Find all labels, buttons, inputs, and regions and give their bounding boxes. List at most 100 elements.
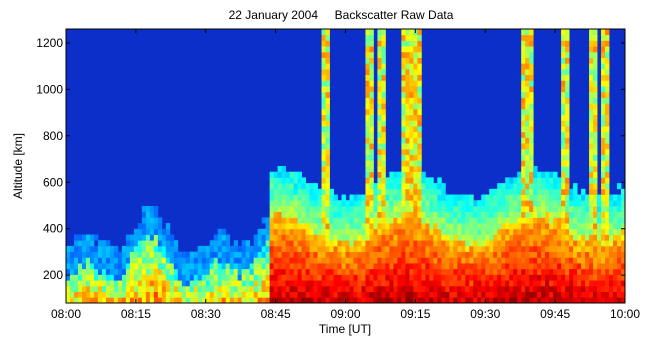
heatmap-cell <box>153 280 159 287</box>
heatmap-cell <box>569 188 574 195</box>
heatmap-cell <box>373 217 378 224</box>
heatmap-cell <box>321 217 326 224</box>
heatmap-cell <box>473 285 478 292</box>
heatmap-cell <box>377 183 382 190</box>
heatmap-cell <box>561 268 566 275</box>
heatmap-cell <box>317 251 322 258</box>
heatmap-cell <box>229 245 235 253</box>
heatmap-cell <box>237 263 243 270</box>
heatmap-cell <box>437 200 442 207</box>
heatmap-cell <box>461 217 466 224</box>
heatmap-cell <box>225 274 231 281</box>
heatmap-cell <box>321 177 326 184</box>
heatmap-cell <box>401 251 406 258</box>
heatmap-cell <box>545 205 550 213</box>
heatmap-cell <box>357 291 362 298</box>
heatmap-cell <box>177 274 183 281</box>
heatmap-cell <box>173 263 179 270</box>
heatmap-cell <box>185 280 191 287</box>
heatmap-cell <box>373 280 378 287</box>
heatmap-cell <box>529 211 534 218</box>
heatmap-cell <box>309 251 314 258</box>
heatmap-cell <box>477 291 482 298</box>
heatmap-cell <box>557 177 562 184</box>
heatmap-cell <box>345 234 350 241</box>
heatmap-cell <box>129 263 135 270</box>
heatmap-cell <box>413 183 418 190</box>
heatmap-cell <box>529 97 534 104</box>
heatmap-cell <box>369 245 374 253</box>
heatmap-cell <box>613 200 618 207</box>
heatmap-cell <box>153 245 159 253</box>
heatmap-cell <box>217 274 223 281</box>
heatmap-cell <box>513 240 518 247</box>
heatmap-cell <box>281 280 286 287</box>
heatmap-cell <box>545 200 550 207</box>
heatmap-cell <box>273 263 279 270</box>
heatmap-cell <box>277 188 283 195</box>
heatmap-cell <box>617 274 622 281</box>
heatmap-cell <box>325 188 330 195</box>
heatmap-cell <box>325 86 330 93</box>
heatmap-cell <box>281 188 286 195</box>
heatmap-cell <box>621 223 626 230</box>
heatmap-cell <box>337 217 342 224</box>
heatmap-cell <box>257 280 263 287</box>
heatmap-cell <box>157 257 163 264</box>
heatmap-cell <box>417 291 422 298</box>
heatmap-cell <box>121 268 127 275</box>
heatmap-cell <box>133 245 139 253</box>
heatmap-cell <box>601 51 606 58</box>
x-axis-label: Time [UT] <box>319 322 371 336</box>
heatmap-cell <box>361 268 366 275</box>
heatmap-cell <box>525 137 530 144</box>
heatmap-cell <box>525 51 530 58</box>
heatmap-cell <box>501 257 506 264</box>
heatmap-cell <box>361 211 366 218</box>
heatmap-cell <box>389 205 394 213</box>
heatmap-cell <box>493 217 498 224</box>
heatmap-cell <box>309 268 314 275</box>
heatmap-cell <box>169 251 175 258</box>
heatmap-cell <box>89 280 95 287</box>
heatmap-cell <box>425 228 430 235</box>
heatmap-cell <box>337 257 342 264</box>
heatmap-cell <box>149 291 155 298</box>
heatmap-cell <box>521 194 526 201</box>
heatmap-cell <box>357 251 362 258</box>
heatmap-cell <box>393 268 398 275</box>
heatmap-cell <box>361 274 366 281</box>
heatmap-cell <box>397 228 402 235</box>
heatmap-cell <box>473 245 478 253</box>
heatmap-cell <box>501 205 506 213</box>
heatmap-cell <box>321 29 326 36</box>
heatmap-cell <box>141 280 147 287</box>
heatmap-cell <box>309 228 314 235</box>
heatmap-cell <box>369 268 374 275</box>
heatmap-cell <box>317 285 322 292</box>
heatmap-cell <box>461 205 466 213</box>
heatmap-cell <box>573 274 578 281</box>
heatmap-cell <box>421 245 426 253</box>
heatmap-cell <box>601 143 606 150</box>
heatmap-cell <box>333 217 338 224</box>
heatmap-cell <box>381 228 386 235</box>
heatmap-cell <box>149 234 155 241</box>
heatmap-cell <box>329 291 334 298</box>
heatmap-cell <box>66 280 71 287</box>
heatmap-cell <box>417 74 422 81</box>
heatmap-cell <box>589 171 594 178</box>
heatmap-cell <box>301 188 306 195</box>
heatmap-cell <box>213 240 219 247</box>
heatmap-cell <box>313 291 318 298</box>
heatmap-cell <box>285 217 290 224</box>
heatmap-cell <box>617 268 622 275</box>
heatmap-cell <box>461 257 466 264</box>
heatmap-cell <box>565 86 570 93</box>
heatmap-cell <box>561 251 566 258</box>
heatmap-cell <box>449 217 454 224</box>
heatmap-cell <box>597 251 602 258</box>
heatmap-cell <box>393 177 398 184</box>
heatmap-cell <box>313 205 318 213</box>
heatmap-cell <box>273 217 279 224</box>
